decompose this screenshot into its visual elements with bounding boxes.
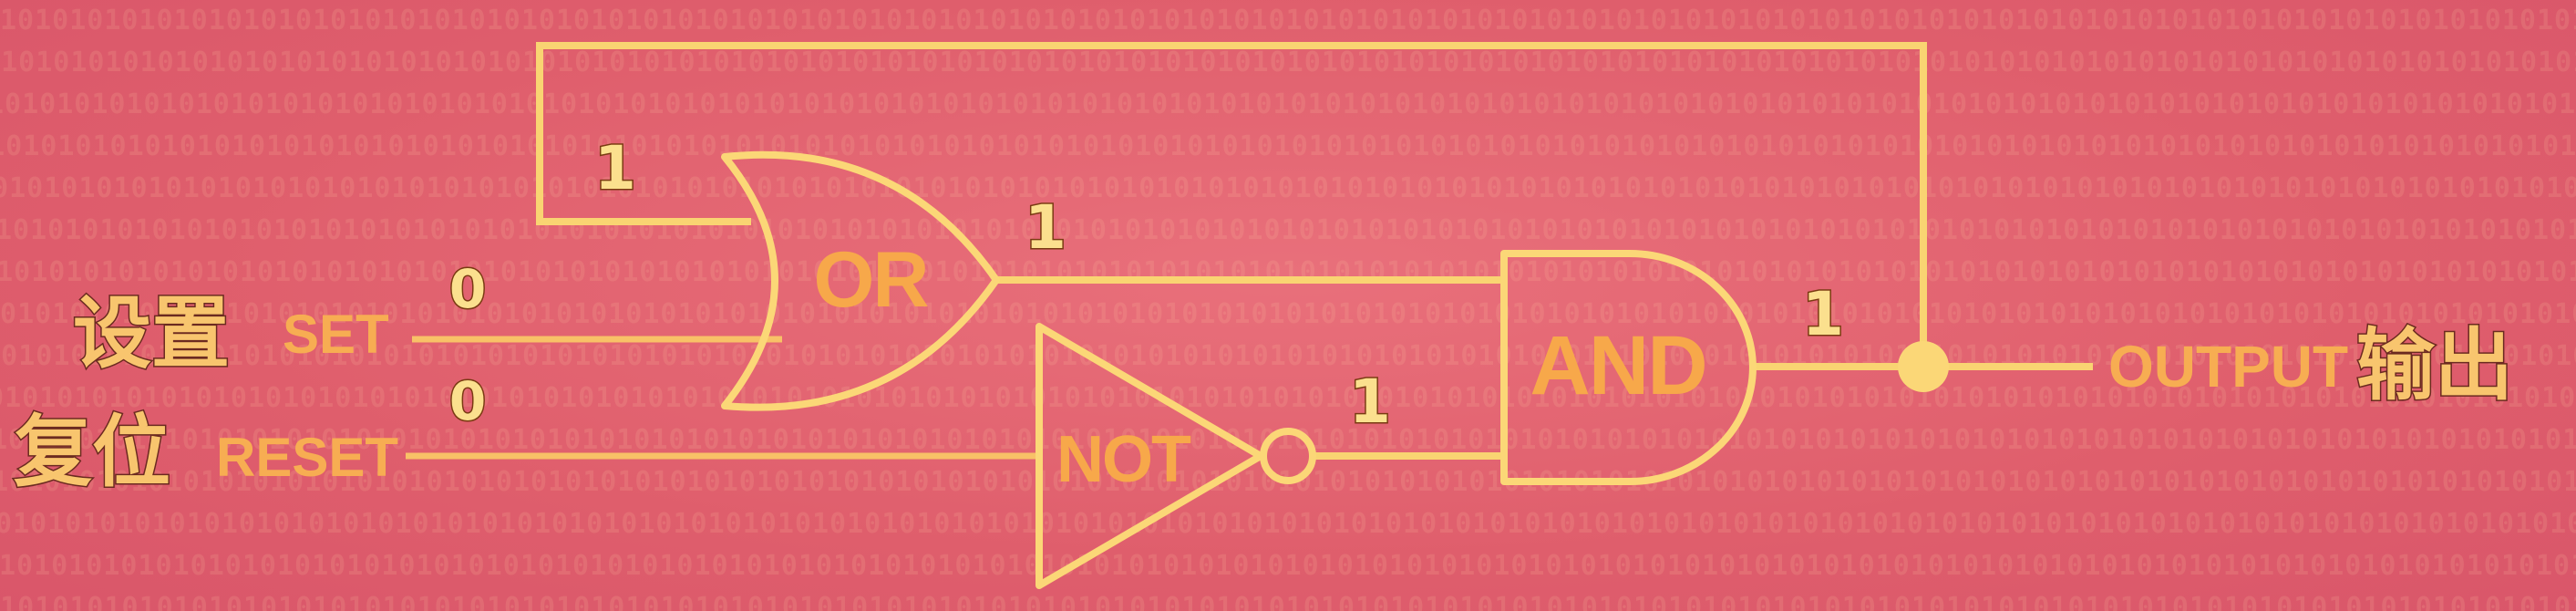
reset-label-cn: 复位 xyxy=(14,407,170,498)
not-gate: NOT xyxy=(1036,323,1316,589)
reset-value: 0 xyxy=(449,370,486,432)
set-value: 0 xyxy=(449,258,486,320)
output-label-cn: 输出 xyxy=(2356,320,2513,411)
not-gate-bubble xyxy=(1260,428,1316,484)
or-feedback-value: 1 xyxy=(594,133,636,203)
or-gate-label: OR xyxy=(814,236,929,324)
not-gate-label: NOT xyxy=(1056,423,1191,496)
set-label-en: SET xyxy=(283,304,389,365)
and-gate-label: AND xyxy=(1530,319,1705,412)
or-output-value: 1 xyxy=(1025,192,1066,263)
not-output-value: 1 xyxy=(1349,367,1391,437)
and-gate: AND xyxy=(1500,250,1757,485)
feedback-wire xyxy=(536,42,1927,370)
set-label-cn: 设置 xyxy=(73,288,230,379)
and-output-value: 1 xyxy=(1802,279,1844,349)
or-gate: OR xyxy=(721,150,1000,411)
output-label-en: OUTPUT xyxy=(2108,334,2348,399)
junction-dot xyxy=(1898,341,1949,392)
reset-label-en: RESET xyxy=(216,427,398,488)
